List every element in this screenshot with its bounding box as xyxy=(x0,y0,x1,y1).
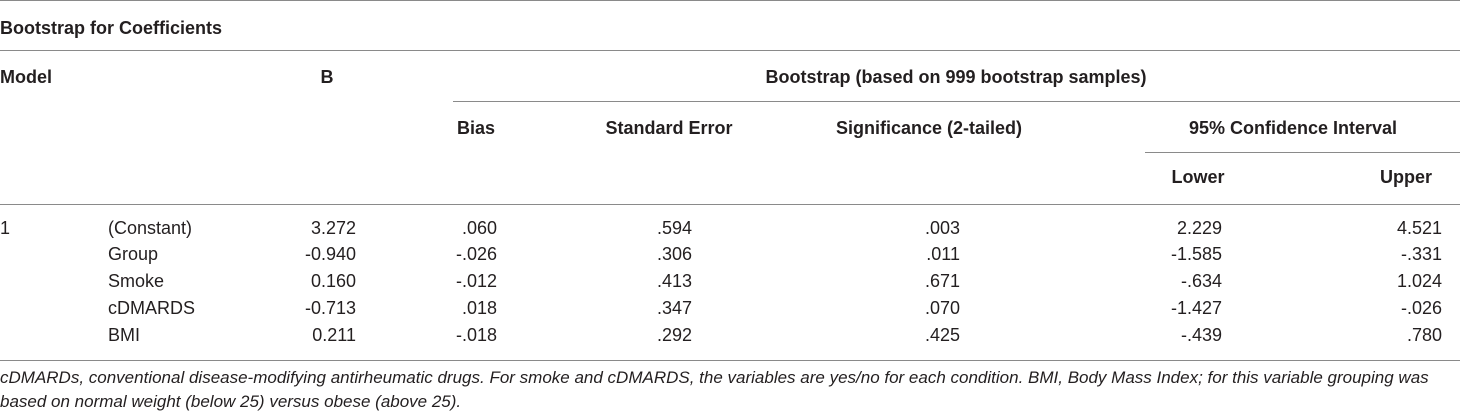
header-bootstrap: Bootstrap (based on 999 bootstrap sample… xyxy=(765,67,1147,87)
model-number: 1 xyxy=(0,218,11,238)
title-rule xyxy=(0,50,1460,51)
ci-header-rule xyxy=(1145,152,1460,153)
row-b: 3.272 xyxy=(310,218,356,238)
header-lower: Lower xyxy=(1171,167,1225,187)
row-upper: -.331 xyxy=(1400,244,1442,264)
row-b: 0.211 xyxy=(312,325,356,345)
row-upper: .780 xyxy=(1406,325,1442,345)
row-se: .306 xyxy=(656,244,692,264)
row-bias: .018 xyxy=(461,298,497,318)
row-sig: .425 xyxy=(924,325,960,345)
row-name: (Constant) xyxy=(108,218,193,238)
row-sig: .070 xyxy=(924,298,960,318)
row-upper: 1.024 xyxy=(1396,271,1442,291)
header-upper: Upper xyxy=(1379,167,1433,187)
header-confidence-interval: 95% Confidence Interval xyxy=(1188,118,1398,138)
row-upper: -.026 xyxy=(1400,298,1442,318)
row-b: -0.713 xyxy=(304,298,356,318)
header-bottom-rule xyxy=(0,204,1460,205)
row-sig: .003 xyxy=(924,218,960,238)
table-bottom-rule xyxy=(0,360,1460,361)
table-title: Bootstrap for Coefficients xyxy=(0,18,223,38)
row-bias: -.012 xyxy=(455,271,497,291)
row-name: Group xyxy=(108,244,159,264)
row-lower: 2.229 xyxy=(1176,218,1222,238)
row-bias: .060 xyxy=(461,218,497,238)
row-name: cDMARDS xyxy=(108,298,196,318)
row-bias: -.026 xyxy=(455,244,497,264)
top-rule xyxy=(0,0,1460,1)
row-se: .413 xyxy=(656,271,692,291)
table-footnote: cDMARDs, conventional disease-modifying … xyxy=(0,368,1429,411)
header-bias: Bias xyxy=(456,118,496,138)
row-se: .594 xyxy=(656,218,692,238)
row-lower: -1.585 xyxy=(1170,244,1222,264)
row-se: .347 xyxy=(656,298,692,318)
header-model: Model xyxy=(0,67,52,87)
header-std-error: Standard Error xyxy=(605,118,733,138)
bootstrap-header-rule xyxy=(453,101,1460,102)
row-b: 0.160 xyxy=(310,271,356,291)
row-se: .292 xyxy=(656,325,692,345)
row-b: -0.940 xyxy=(304,244,356,264)
header-significance: Significance (2-tailed) xyxy=(835,118,1023,138)
row-sig: .011 xyxy=(926,244,960,264)
row-name: Smoke xyxy=(108,271,165,291)
row-sig: .671 xyxy=(924,271,960,291)
row-lower: -.634 xyxy=(1180,271,1222,291)
row-name: BMI xyxy=(108,325,141,345)
row-bias: -.018 xyxy=(455,325,497,345)
header-b: B xyxy=(320,67,334,87)
row-lower: -1.427 xyxy=(1170,298,1222,318)
row-upper: 4.521 xyxy=(1396,218,1442,238)
row-lower: -.439 xyxy=(1180,325,1222,345)
